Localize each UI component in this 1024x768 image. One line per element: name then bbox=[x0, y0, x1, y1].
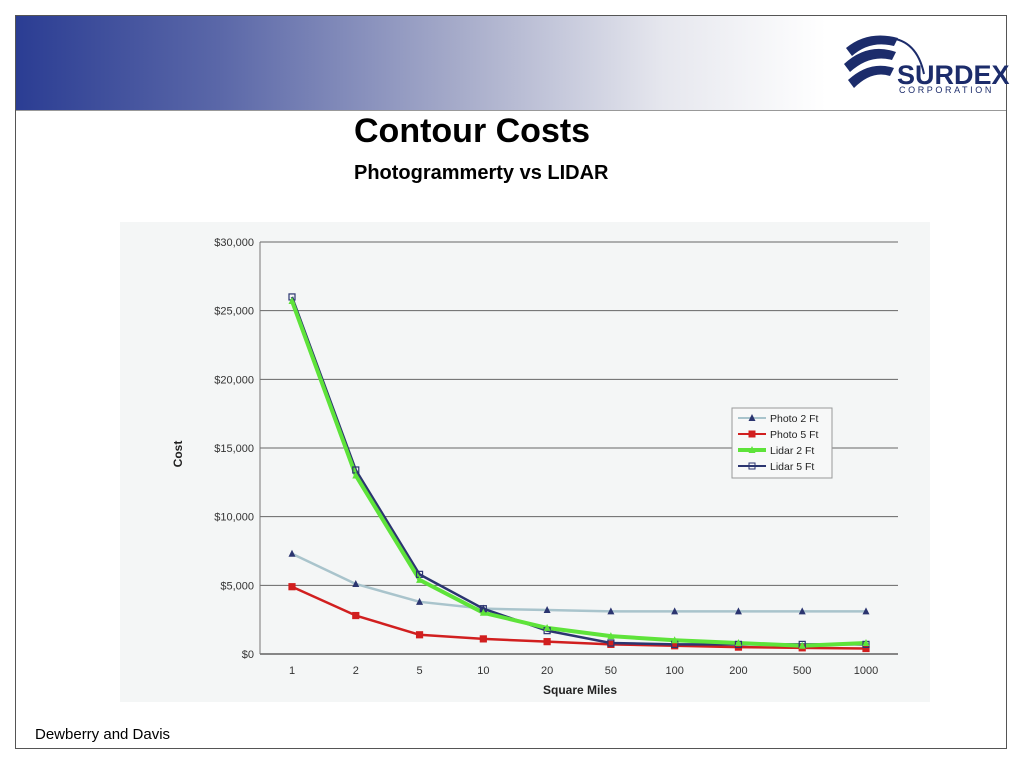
x-tick-label: 10 bbox=[477, 665, 489, 677]
data-point bbox=[415, 631, 424, 639]
legend-marker bbox=[748, 430, 756, 438]
footer-credit: Dewberry and Davis bbox=[35, 726, 171, 743]
slide-frame bbox=[15, 15, 1007, 749]
logo-wordmark: SURDEX bbox=[897, 60, 1010, 90]
header-divider bbox=[16, 110, 1006, 111]
data-point bbox=[479, 635, 487, 643]
legend-label: Lidar 2 Ft bbox=[770, 445, 814, 457]
data-point bbox=[607, 639, 615, 647]
logo-subtext: CORPORATION bbox=[899, 85, 994, 95]
x-tick-label: 100 bbox=[665, 665, 683, 677]
cost-line-chart: $0 $5,000 $10,000 $15,000 $20,000 $25,000 $30,… bbox=[171, 237, 898, 697]
data-point bbox=[798, 607, 806, 615]
chart-container: $0 $5,000 $10,000 $15,000 $20,000 $25,000 $30,… bbox=[120, 222, 930, 702]
legend-label: Photo 5 Ft bbox=[770, 429, 819, 441]
x-tick-label: 50 bbox=[605, 665, 617, 677]
data-point bbox=[862, 607, 870, 615]
x-tick-label: 500 bbox=[793, 665, 811, 677]
legend-marker bbox=[748, 446, 756, 453]
y-tick-label: $25,000 bbox=[214, 306, 254, 318]
legend-label: Photo 2 Ft bbox=[770, 413, 819, 425]
x-tick-label: 200 bbox=[729, 665, 747, 677]
data-point bbox=[416, 575, 424, 583]
x-tick-label: 1000 bbox=[854, 665, 878, 677]
y-axis-label: Cost bbox=[171, 441, 185, 468]
data-point bbox=[734, 639, 742, 647]
data-point bbox=[862, 639, 870, 647]
x-tick-label: 1 bbox=[289, 665, 295, 677]
data-point bbox=[734, 607, 742, 615]
data-point bbox=[416, 597, 424, 605]
data-point bbox=[543, 606, 551, 614]
legend-marker bbox=[748, 414, 756, 421]
header-gradient-band bbox=[16, 16, 826, 110]
data-point bbox=[543, 623, 551, 631]
data-point bbox=[288, 583, 296, 591]
data-point bbox=[288, 297, 296, 305]
y-tick-label: $20,000 bbox=[214, 374, 254, 386]
x-tick-label: 2 bbox=[353, 665, 359, 677]
data-point bbox=[352, 579, 360, 587]
page-title: Contour Costs bbox=[354, 112, 591, 150]
x-tick-label: 20 bbox=[541, 665, 553, 677]
legend-marker bbox=[748, 462, 756, 470]
data-point bbox=[352, 471, 360, 479]
series-line-photo-5-ft bbox=[291, 585, 867, 650]
data-point bbox=[671, 607, 679, 615]
series-line-lidar-2-ft bbox=[290, 300, 867, 648]
y-tick-label: $30,000 bbox=[214, 237, 254, 249]
chart-legend: Photo 2 Ft Photo 5 Ft Lidar 2 Ft Lidar 5 Ft bbox=[731, 407, 833, 479]
surdex-logo-icon bbox=[844, 35, 925, 88]
data-point bbox=[288, 549, 296, 557]
series-line-photo-2-ft bbox=[291, 552, 866, 613]
data-point bbox=[479, 608, 487, 616]
x-axis-label: Square Miles bbox=[543, 683, 617, 697]
y-tick-label: $0 bbox=[242, 649, 254, 661]
data-point bbox=[862, 644, 870, 653]
data-point bbox=[607, 632, 615, 640]
data-point bbox=[479, 604, 487, 612]
y-tick-label: $15,000 bbox=[214, 443, 254, 455]
x-tick-label: 5 bbox=[416, 665, 422, 677]
data-point bbox=[607, 607, 615, 615]
page-subtitle: Photogrammerty vs LIDAR bbox=[354, 162, 609, 184]
y-tick-label: $10,000 bbox=[214, 512, 254, 524]
data-point bbox=[543, 638, 551, 646]
data-point bbox=[798, 641, 806, 649]
data-point bbox=[671, 636, 679, 644]
data-point bbox=[352, 611, 360, 620]
legend-label: Lidar 5 Ft bbox=[770, 461, 814, 473]
y-tick-label: $5,000 bbox=[220, 580, 254, 592]
